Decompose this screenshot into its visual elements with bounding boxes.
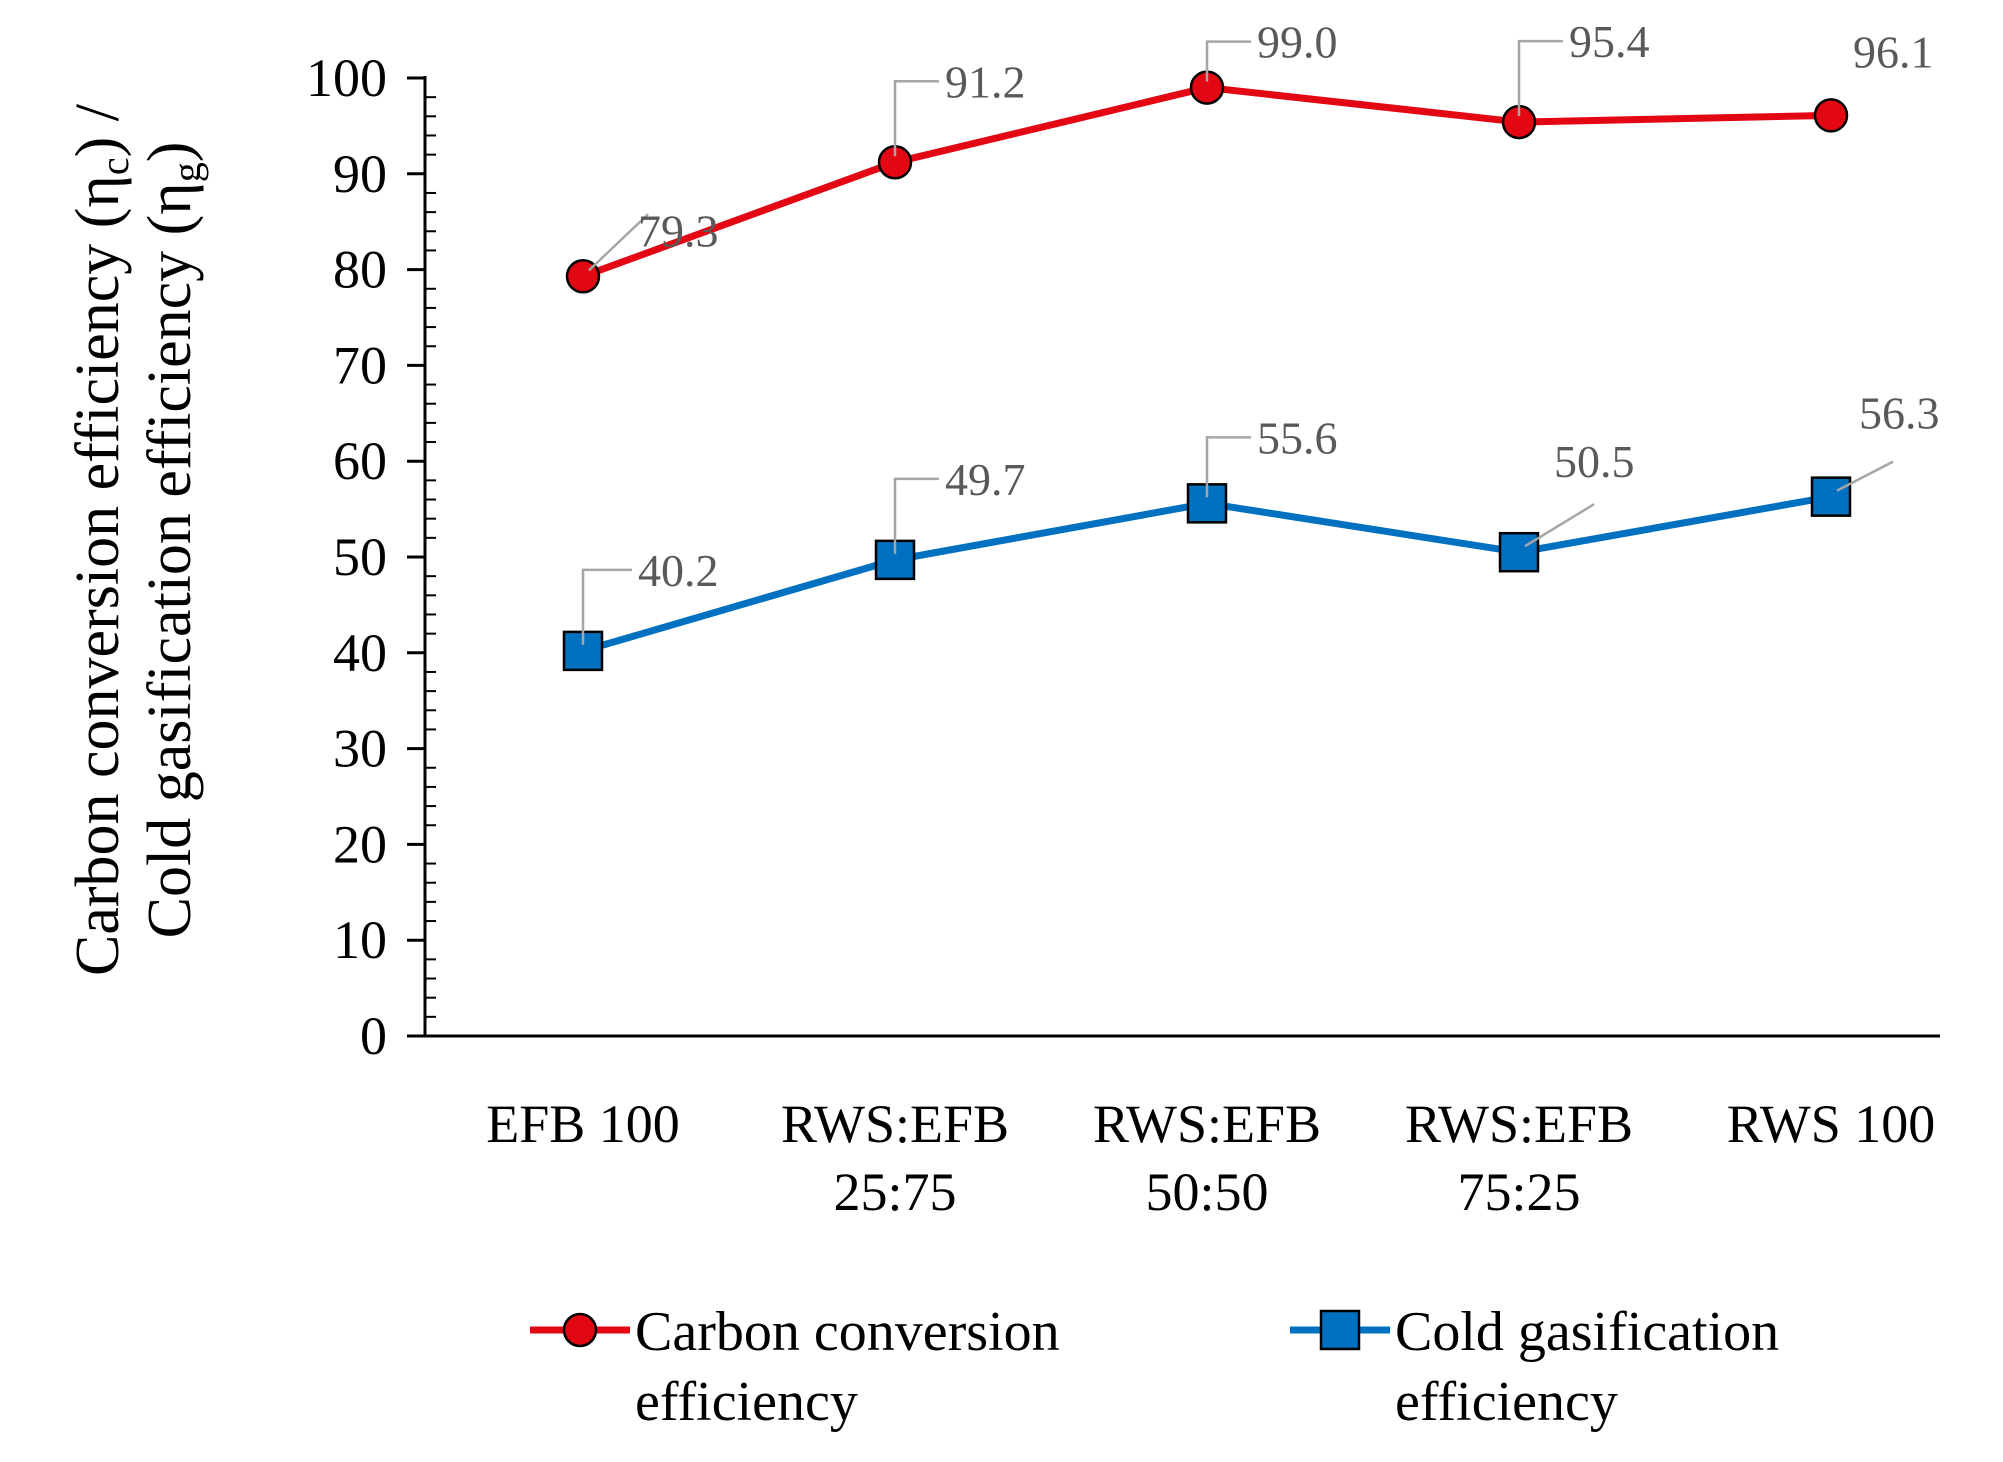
series-line-0 bbox=[581, 84, 1832, 280]
leader-line bbox=[893, 80, 939, 157]
y-tick-label: 90 bbox=[333, 144, 387, 204]
y-tick-label: 30 bbox=[333, 719, 387, 779]
legend-label: efficiency bbox=[635, 1371, 858, 1433]
legend-marker-square bbox=[1319, 1309, 1361, 1351]
leader-line bbox=[1517, 39, 1563, 117]
y-axis-title-line-1: Carbon conversion efficiency (ηc) / bbox=[64, 103, 137, 976]
y-tick-label: 60 bbox=[333, 431, 387, 491]
data-label: 49.7 bbox=[945, 454, 1026, 505]
data-point-circle bbox=[1813, 98, 1849, 133]
y-title-subscript: c bbox=[92, 157, 137, 175]
y-title-tail: ) bbox=[136, 142, 204, 163]
x-axis-categories: EFB 100 RWS:EFB 25:75 RWS:EFB 50:50 RWS:EFB 75… bbox=[486, 1094, 1935, 1222]
data-label: 99.0 bbox=[1257, 17, 1338, 68]
data-label: 96.1 bbox=[1853, 26, 1934, 77]
x-category-label: EFB 100 bbox=[486, 1094, 680, 1154]
y-tick-label: 80 bbox=[333, 240, 387, 300]
y-title-main: Cold gasification efficiency (η bbox=[136, 182, 204, 938]
y-axis-ticks: 0 10 20 30 40 50 60 70 80 90 100 bbox=[306, 48, 425, 1066]
leader-line bbox=[1205, 436, 1251, 498]
legend: Carbon conversion efficiency Cold gasifica… bbox=[530, 1301, 1779, 1433]
x-category-label: 75:25 bbox=[1457, 1162, 1580, 1222]
data-label: 40.2 bbox=[638, 545, 719, 596]
data-point-square bbox=[1186, 483, 1228, 524]
data-label: 79.3 bbox=[638, 205, 719, 256]
data-label: 55.6 bbox=[1257, 412, 1338, 463]
x-category-label: RWS:EFB bbox=[1093, 1094, 1321, 1154]
leader-line bbox=[588, 213, 649, 272]
y-axis-title: Carbon conversion efficiency (ηc) / Cold… bbox=[64, 103, 209, 976]
x-category-label: 50:50 bbox=[1145, 1162, 1268, 1222]
y-tick-label: 50 bbox=[333, 527, 387, 587]
axes bbox=[407, 76, 1940, 1038]
data-labels-layer: 79.3 91.2 99.0 95.4 96.1 40.2 49.7 55.6 50.5 56.3 bbox=[581, 16, 1940, 645]
leader-line bbox=[1836, 460, 1894, 492]
y-tick-label: 70 bbox=[333, 335, 387, 395]
y-title-main: Carbon conversion efficiency (η bbox=[64, 175, 132, 976]
data-label: 95.4 bbox=[1569, 16, 1650, 67]
y-tick-label: 100 bbox=[306, 48, 387, 108]
data-label: 56.3 bbox=[1859, 388, 1940, 439]
legend-marker-circle bbox=[562, 1312, 598, 1348]
x-category-label: RWS:EFB bbox=[781, 1094, 1009, 1154]
leader-line bbox=[893, 477, 939, 554]
y-axis-title-line-2: Cold gasification efficiency (ηg) bbox=[136, 142, 209, 939]
legend-label: Carbon conversion bbox=[635, 1301, 1060, 1363]
leader-line bbox=[1524, 503, 1595, 548]
data-point-square bbox=[1810, 476, 1852, 517]
y-tick-label: 40 bbox=[333, 623, 387, 683]
x-category-label: RWS 100 bbox=[1727, 1094, 1936, 1154]
y-title-subscript: g bbox=[164, 162, 209, 182]
legend-label: efficiency bbox=[1395, 1371, 1618, 1433]
y-tick-label: 0 bbox=[360, 1006, 387, 1066]
legend-label: Cold gasification bbox=[1395, 1301, 1779, 1363]
y-tick-label: 20 bbox=[333, 814, 387, 874]
leader-line bbox=[581, 568, 632, 645]
x-category-label: 25:75 bbox=[833, 1162, 956, 1222]
data-label: 50.5 bbox=[1554, 436, 1635, 487]
data-point-square bbox=[1498, 531, 1540, 573]
series-layer bbox=[562, 70, 1852, 672]
leader-line bbox=[1205, 40, 1251, 82]
x-category-label: RWS:EFB bbox=[1405, 1094, 1633, 1154]
y-tick-label: 10 bbox=[333, 910, 387, 970]
y-title-tail: ) / bbox=[64, 103, 132, 157]
data-label: 91.2 bbox=[945, 56, 1026, 107]
